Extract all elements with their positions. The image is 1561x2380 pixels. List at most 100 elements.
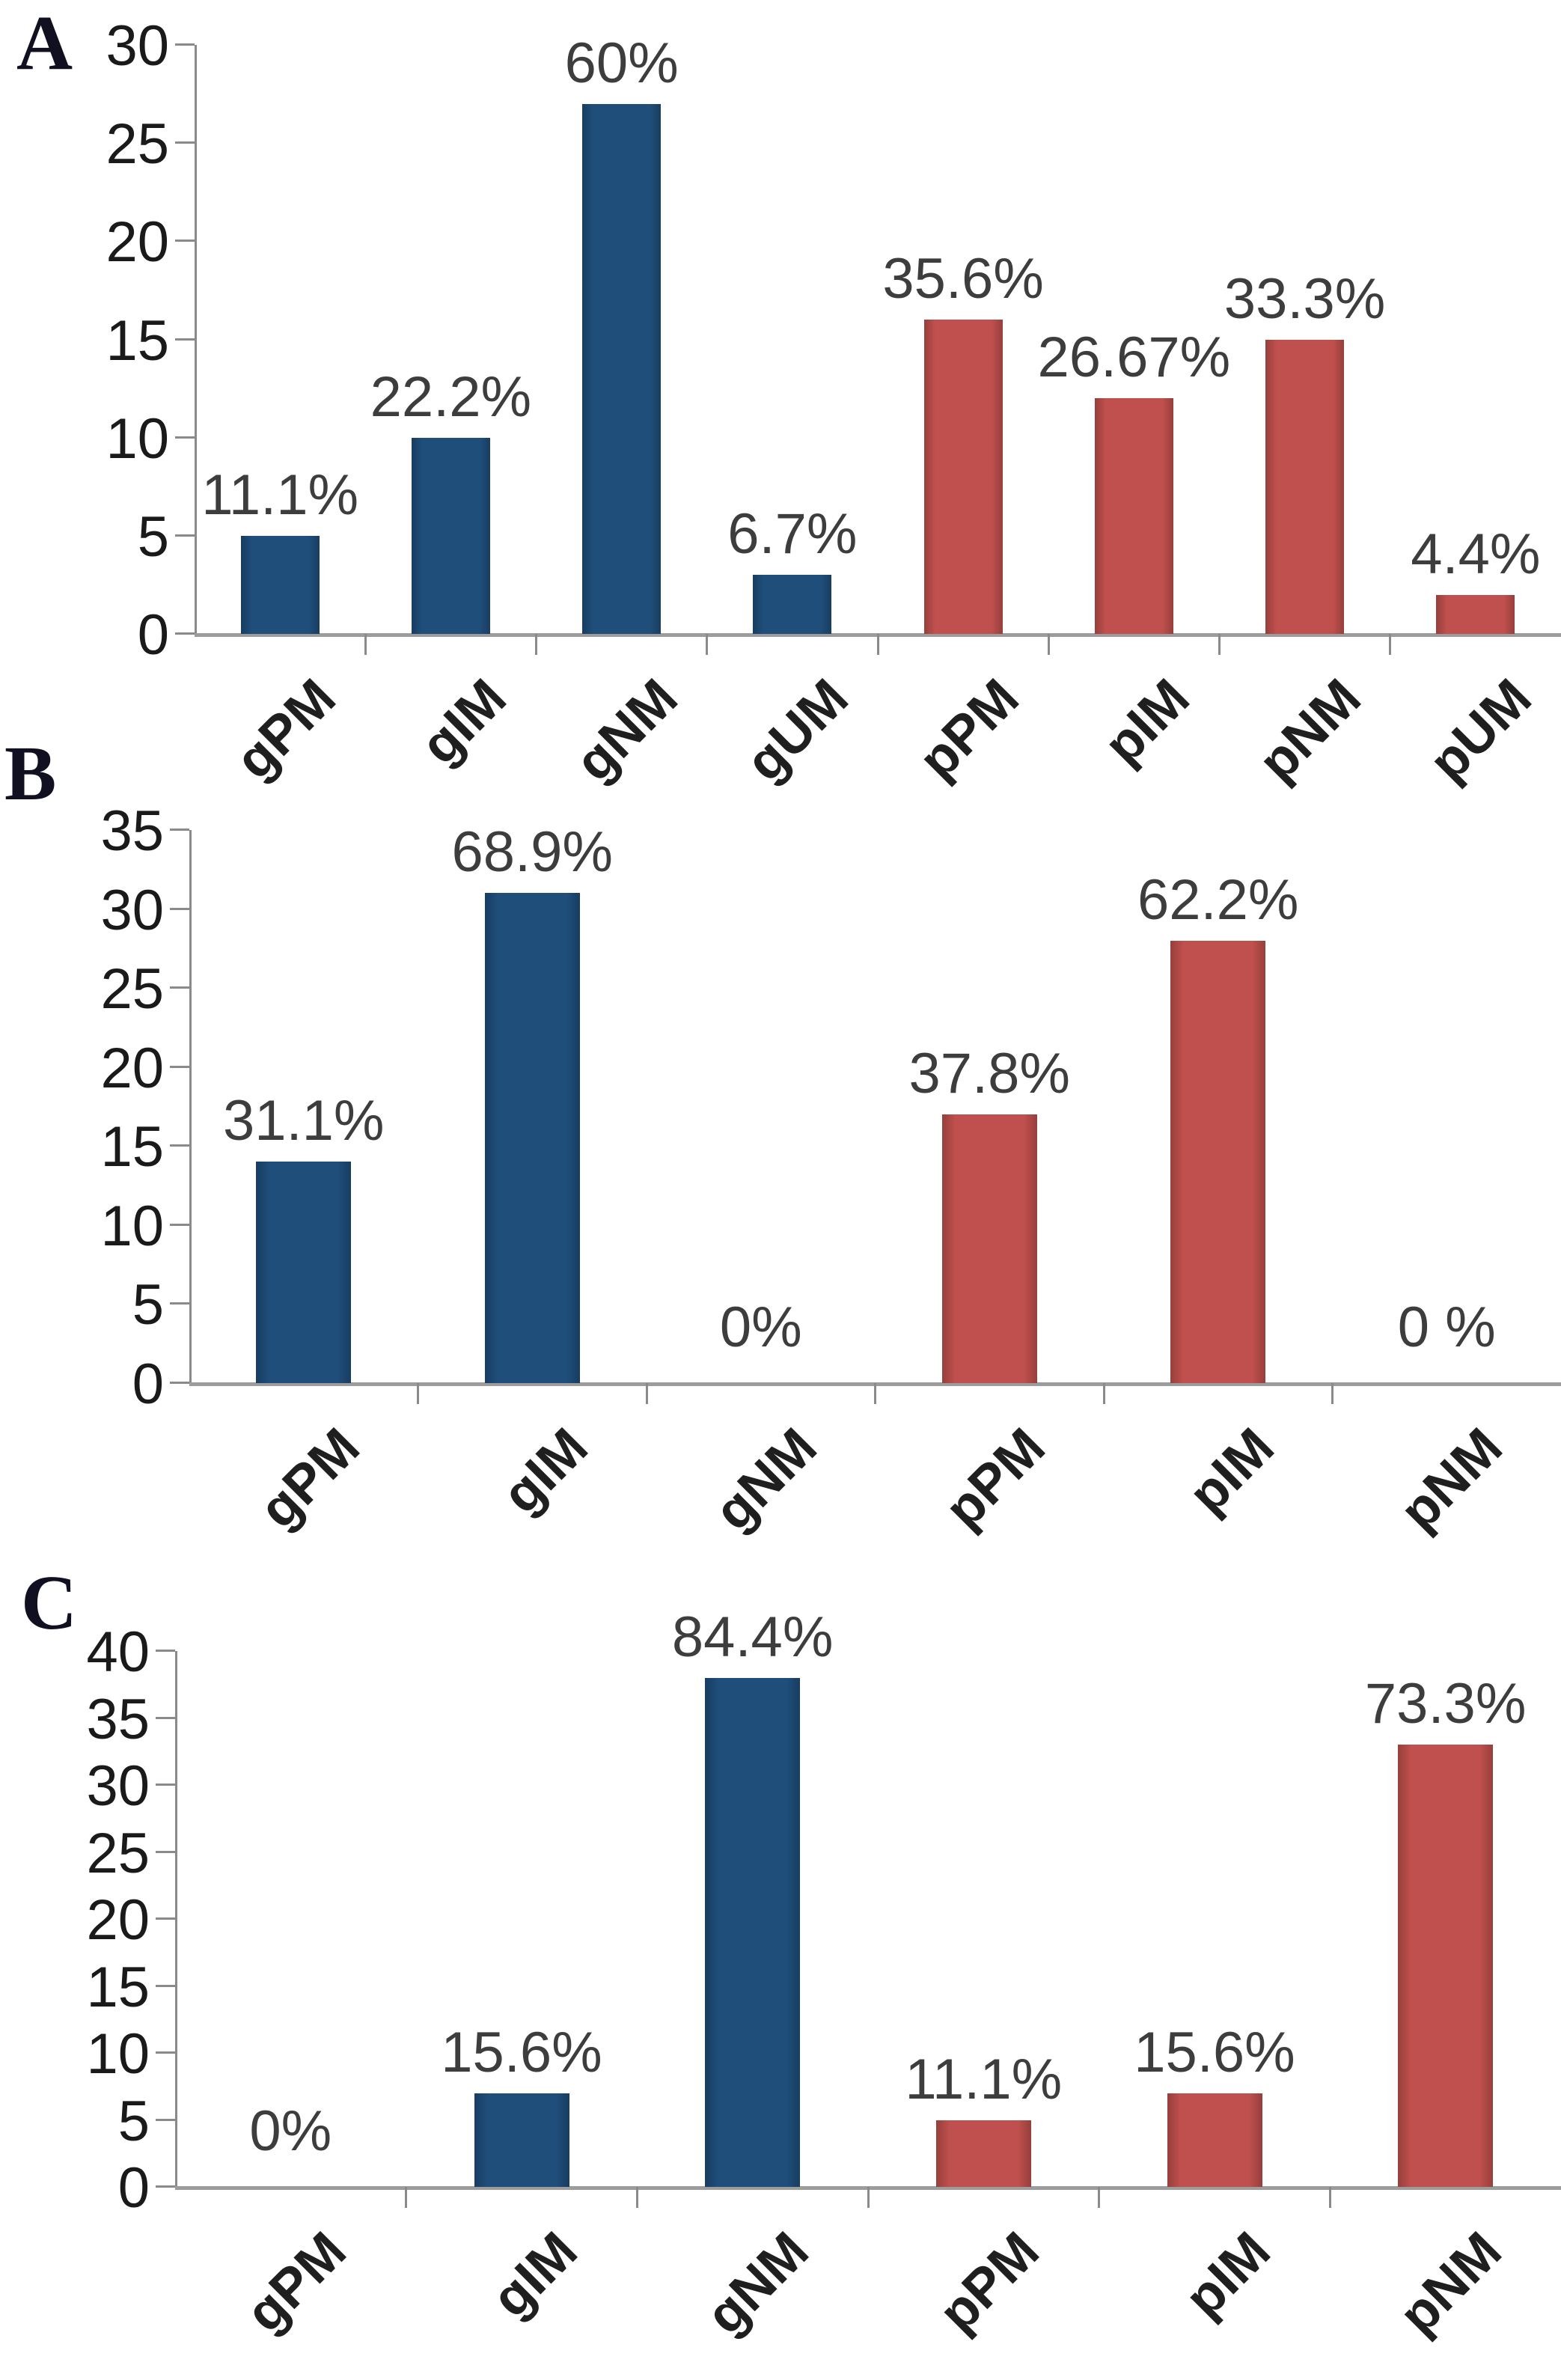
bar-pNM (1265, 339, 1345, 634)
y-axis-tick-mark (156, 1850, 175, 1853)
x-axis-tick-mark (1047, 634, 1050, 655)
y-axis-tick-mark (170, 1302, 189, 1305)
y-axis-tick-label: 10 (86, 2022, 150, 2086)
y-axis-tick-mark (170, 1223, 189, 1226)
x-category-label: pIM (1173, 2221, 1282, 2329)
panel-C: C 0 5 10 15 20 25 30 35 40 0% gPM 15.6% gIM 84.4% gNM 1… (0, 1549, 1561, 2380)
bar-value-label: 84.4% (671, 1605, 834, 1669)
bar-value-label: 26.67% (1037, 326, 1231, 390)
bar-value-label: 62.2% (1137, 867, 1299, 932)
y-axis-line (195, 45, 197, 634)
panel-A: A 0 5 10 15 20 25 30 11.1% gPM 22.2% gIM 60% gNM 6.7%… (0, 0, 1561, 793)
y-axis-tick-mark (170, 907, 189, 910)
y-axis-tick-mark (175, 141, 195, 144)
bar-gIM (411, 437, 490, 634)
y-axis-tick-mark (175, 239, 195, 242)
y-axis-tick-mark (175, 534, 195, 537)
bar-value-label: 0% (719, 1296, 802, 1359)
y-axis-tick-mark (175, 43, 195, 46)
bar-value-label: 60% (564, 31, 679, 95)
bar-value-label: 31.1% (223, 1089, 385, 1153)
x-axis-tick-mark (1102, 1383, 1105, 1404)
bar-pIM (1170, 940, 1266, 1383)
bar-gUM (753, 575, 832, 634)
y-axis-tick-mark (156, 1917, 175, 1920)
y-axis-tick-label: 30 (106, 14, 169, 78)
bar-pNM (1398, 1745, 1494, 2187)
y-axis-tick-label: 5 (117, 2089, 150, 2153)
x-axis-tick-mark (635, 2187, 638, 2208)
y-axis-tick-label: 15 (106, 308, 169, 373)
bar-value-label: 37.8% (908, 1042, 1071, 1106)
panel-A-letter: A (16, 0, 73, 86)
bar-value-label: 35.6% (882, 247, 1044, 311)
y-axis-tick-label: 25 (86, 1821, 150, 1885)
y-axis-tick-label: 25 (106, 112, 169, 177)
y-axis-tick-mark (170, 1144, 189, 1147)
x-axis-tick-mark (1098, 2187, 1101, 2208)
y-axis-tick-label: 10 (106, 406, 169, 471)
bar-value-label: 11.1% (201, 463, 359, 527)
bar-value-label: 15.6% (1134, 2020, 1295, 2084)
bar-pPM (935, 2120, 1031, 2187)
y-axis-tick-mark (156, 1784, 175, 1786)
y-axis-tick-label: 15 (100, 1115, 164, 1180)
y-axis-tick-label: 20 (106, 210, 169, 275)
y-axis-tick-label: 0 (117, 2156, 150, 2220)
bar-gPM (240, 535, 320, 634)
x-axis-tick-mark (1218, 634, 1221, 655)
x-axis-tick-mark (364, 634, 367, 655)
bar-value-label: 4.4% (1411, 522, 1541, 586)
y-axis-tick-label: 25 (100, 957, 164, 1022)
x-category-label: gPM (235, 2221, 358, 2344)
bar-value-label: 0 % (1397, 1296, 1496, 1359)
bar-gPM (256, 1162, 352, 1383)
bar-pPM (923, 320, 1003, 634)
bar-gIM (484, 893, 580, 1383)
x-axis-tick-mark (1328, 2187, 1331, 2208)
y-axis-tick-mark (156, 2185, 175, 2188)
y-axis-tick-mark (170, 1382, 189, 1384)
x-axis-tick-mark (706, 634, 709, 655)
y-axis-tick-mark (156, 1984, 175, 1987)
y-axis-line (175, 1651, 177, 2187)
y-axis-tick-label: 30 (100, 878, 164, 942)
bar-value-label: 0% (249, 2099, 332, 2163)
y-axis-tick-mark (175, 436, 195, 439)
bar-value-label: 73.3% (1364, 1672, 1527, 1736)
bar-gNM (705, 1677, 801, 2187)
y-axis-line (189, 830, 192, 1383)
y-axis-tick-label: 0 (137, 603, 169, 667)
y-axis-tick-mark (156, 1716, 175, 1719)
y-axis-tick-label: 10 (100, 1194, 164, 1258)
panel-C-letter: C (21, 1560, 78, 1646)
y-axis-tick-label: 5 (137, 504, 169, 569)
x-axis-tick-mark (876, 634, 879, 655)
bar-pPM (941, 1114, 1037, 1383)
x-category-label: gNM (694, 2221, 820, 2346)
bar-value-label: 68.9% (451, 820, 614, 885)
x-axis-tick-mark (417, 1383, 419, 1404)
bar-value-label: 11.1% (905, 2047, 1063, 2111)
bar-pIM (1094, 398, 1173, 634)
y-axis-tick-label: 35 (86, 1687, 150, 1751)
bar-gNM (582, 103, 662, 634)
y-axis-tick-mark (175, 338, 195, 341)
x-category-label: gIM (480, 2221, 589, 2329)
y-axis-tick-mark (156, 2118, 175, 2121)
y-axis-tick-label: 20 (100, 1036, 164, 1100)
x-axis-tick-mark (645, 1383, 648, 1404)
x-axis-tick-mark (405, 2187, 408, 2208)
x-axis-tick-mark (867, 2187, 870, 2208)
y-axis-tick-label: 0 (132, 1352, 164, 1416)
y-axis-tick-mark (170, 986, 189, 989)
y-axis-tick-label: 30 (86, 1754, 150, 1818)
x-category-label: pPM (928, 2221, 1051, 2344)
bar-value-label: 22.2% (370, 364, 532, 429)
bar-pUM (1436, 594, 1515, 634)
bar-pIM (1167, 2093, 1262, 2187)
y-axis-tick-label: 20 (86, 1888, 150, 1952)
y-axis-tick-label: 5 (132, 1273, 164, 1337)
x-axis-tick-mark (1331, 1383, 1334, 1404)
